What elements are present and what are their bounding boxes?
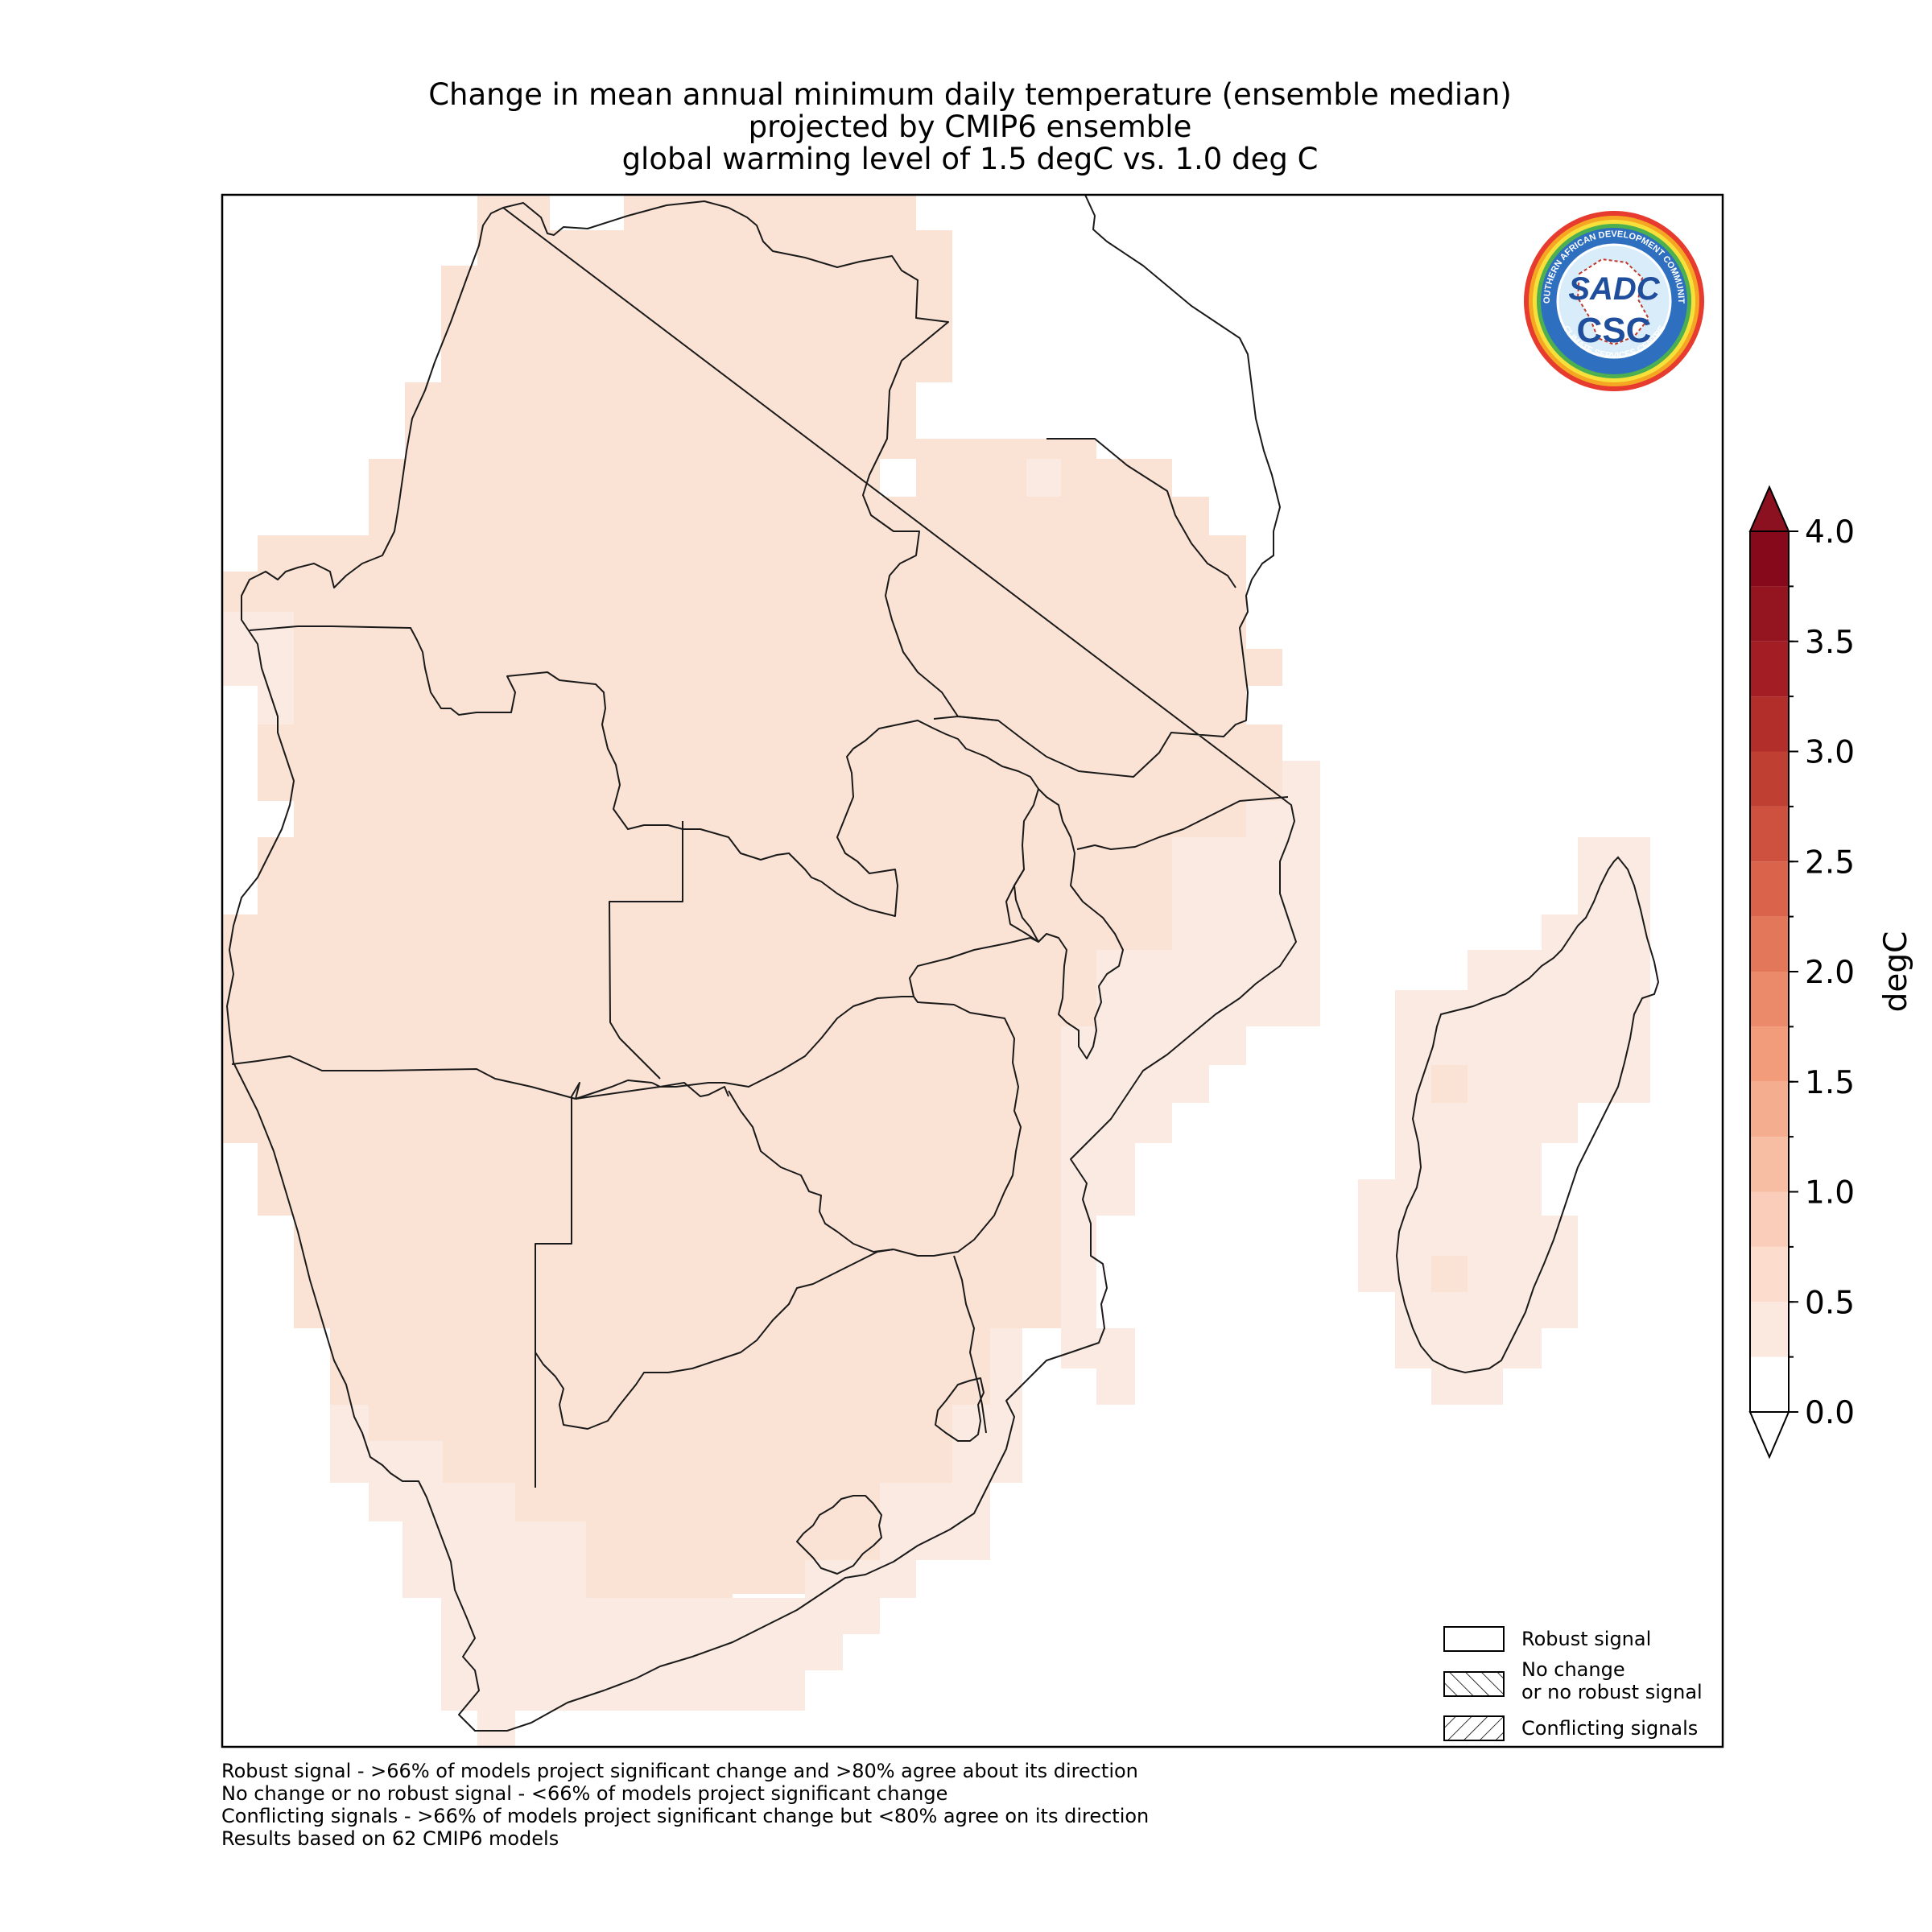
madagascar-cell [1431, 1256, 1468, 1292]
footnote-no-change: No change or no robust signal - <66% of … [221, 1782, 948, 1805]
colorbar-band [1750, 531, 1789, 587]
madagascar-field [1358, 837, 1650, 1405]
border-namibia-botswana [535, 1082, 580, 1488]
colorbar-band [1750, 1302, 1789, 1357]
border-zambia-malawi [909, 937, 1039, 997]
colorbar-band [1750, 861, 1789, 917]
legend-label-no-change-1: No change [1521, 1658, 1625, 1681]
colorbar-ticks: 0.0 0.5 1.0 1.5 2.0 2.5 3.0 3.5 4.0 [1789, 514, 1855, 1431]
colorbar-tick-label: 2.5 [1805, 844, 1855, 881]
coastal-field [222, 459, 1320, 1747]
colorbar-band [1750, 916, 1789, 972]
border-eswatini [935, 1377, 985, 1442]
map-frame [221, 193, 1724, 1748]
footnote-models: Results based on 62 CMIP6 models [221, 1827, 559, 1850]
legend-label-no-change-2: or no robust signal [1521, 1681, 1703, 1703]
colorbar-extend-high [1748, 485, 1790, 532]
colorbar-band [1750, 1246, 1789, 1302]
colorbar-band [1750, 586, 1789, 642]
colorbar-band [1750, 806, 1789, 862]
mainland-field [222, 195, 1282, 1634]
colorbar-label: degC [1878, 931, 1914, 1013]
mainland-coastline [226, 195, 1297, 1732]
no-data-cell [880, 459, 916, 497]
colorbar-band [1750, 1081, 1789, 1137]
colorbar-tick-label: 1.5 [1805, 1065, 1855, 1101]
border-tanzania-mozambique [1076, 796, 1289, 850]
title-line-3: global warming level of 1.5 degC vs. 1.0… [621, 142, 1319, 176]
logo-mark-top: SADC [1568, 271, 1660, 307]
colorbar-tick-label: 1.0 [1805, 1175, 1855, 1212]
legend-label-conflicting: Conflicting signals [1521, 1717, 1698, 1740]
madagascar-coastline [1395, 856, 1660, 1374]
legend-swatch-robust [1443, 1626, 1505, 1652]
title-line-2: projected by CMIP6 ensemble [748, 109, 1192, 144]
colorbar-extend-low [1748, 1411, 1790, 1459]
border-zambia-namibia [575, 1080, 653, 1100]
no-data-cell [550, 195, 624, 230]
map-title: Change in mean annual minimum daily temp… [221, 79, 1719, 175]
footnote-robust: Robust signal - >66% of models project s… [221, 1760, 1138, 1782]
colorbar-tick-label: 0.5 [1805, 1285, 1855, 1321]
signal-legend: Robust signal No change or no robust sig… [1443, 1626, 1703, 1741]
colorbar-tick-label: 2.0 [1805, 955, 1855, 991]
colorbar-band [1750, 1356, 1789, 1412]
border-drc-angola [249, 625, 683, 886]
legend-swatch-no-change [1443, 1671, 1505, 1697]
border-tanzania-east [1046, 438, 1236, 588]
logo-mark-bottom: CSC [1577, 311, 1652, 350]
colorbar-tick-label: 4.0 [1805, 514, 1855, 551]
country-borders [226, 195, 1297, 1732]
border-south-africa-mozambique [953, 1255, 987, 1434]
footnote-conflicting: Conflicting signals - >66% of models pro… [221, 1805, 1150, 1827]
border-drc-zambia [683, 720, 1039, 943]
colorbar-band [1750, 972, 1789, 1027]
border-lesotho [796, 1495, 882, 1575]
colorbar-bands [1750, 531, 1789, 1412]
border-zimbabwe-mozambique [893, 996, 1022, 1257]
temperature-change-field [222, 195, 1650, 1747]
logo-map-outline [1576, 258, 1650, 346]
footnotes: Robust signal - >66% of models project s… [221, 1760, 1149, 1850]
colorbar-band [1750, 751, 1789, 807]
no-data-cell [222, 801, 258, 837]
colorbar-band [1750, 1191, 1789, 1247]
colorbar-band [1750, 696, 1789, 752]
madagascar-cell [1431, 1065, 1468, 1103]
colorbar-tick-label: 0.0 [1805, 1395, 1855, 1431]
colorbar-band [1750, 1137, 1789, 1192]
title-line-1: Change in mean annual minimum daily temp… [428, 77, 1512, 112]
border-malawi [1013, 788, 1124, 1059]
border-angola-namibia [231, 1055, 576, 1100]
colorbar-band [1750, 1026, 1789, 1082]
border-botswana-south-africa [535, 1249, 894, 1430]
legend-swatch-conflicting [1443, 1715, 1505, 1741]
border-angola-zambia [609, 821, 683, 1080]
border-botswana-zimbabwe [728, 1090, 894, 1253]
colorbar-tick-label: 3.0 [1805, 735, 1855, 771]
legend-label-robust: Robust signal [1521, 1628, 1651, 1650]
colorbar-band [1750, 641, 1789, 697]
colorbar-tick-label: 3.5 [1805, 625, 1855, 661]
border-drc-tanzania [933, 716, 999, 721]
border-botswana-north [575, 1082, 729, 1100]
